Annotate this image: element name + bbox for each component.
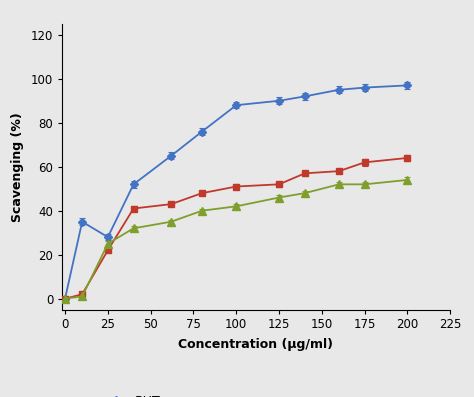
Y-axis label: Scavenging (%): Scavenging (%) bbox=[11, 112, 24, 222]
Legend: BHT, Leaf, Seed: BHT, Leaf, Seed bbox=[99, 390, 172, 397]
X-axis label: Concentration (μg/ml): Concentration (μg/ml) bbox=[178, 338, 334, 351]
